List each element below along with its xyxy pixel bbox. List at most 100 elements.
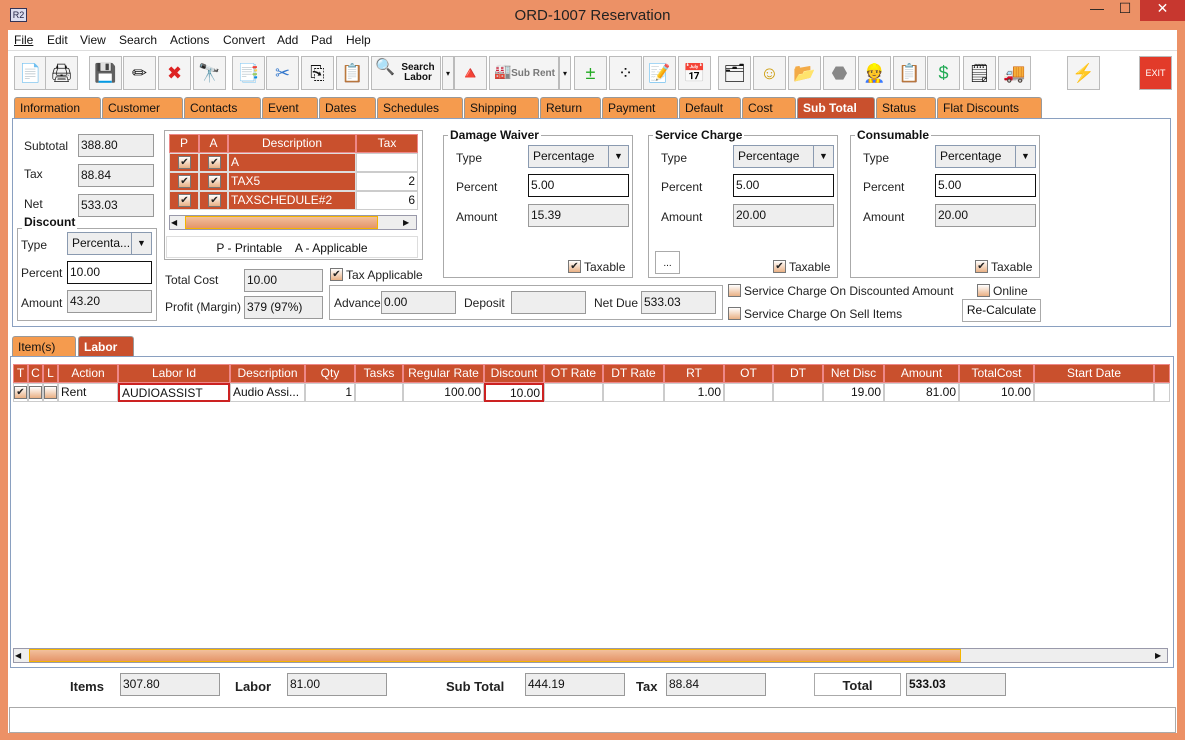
grid-col-start-date[interactable]: Start Date — [1034, 364, 1154, 383]
charge-type-select[interactable]: Percentage ▼ — [935, 145, 1036, 168]
smiley-button[interactable]: ☺ — [753, 56, 786, 90]
tab-customer[interactable]: Customer — [102, 97, 183, 118]
notepad-button[interactable]: 📝 — [643, 56, 676, 90]
menu-edit[interactable]: Edit — [47, 33, 68, 47]
paste-button[interactable]: 📋 — [336, 56, 369, 90]
person-list-button[interactable]: 👷 — [858, 56, 891, 90]
sub-rent-dropdown[interactable]: ▾ — [559, 56, 571, 90]
copy-document-button[interactable]: 📑 — [232, 56, 265, 90]
grid-col-rt[interactable]: RT — [664, 364, 724, 383]
grid-col-net-disc[interactable]: Net Disc — [823, 364, 884, 383]
grid-col-amount[interactable]: Amount — [884, 364, 959, 383]
charge-percent-input[interactable]: 5.00 — [528, 174, 629, 197]
grid-col-labor-id[interactable]: Labor Id — [118, 364, 230, 383]
copy-button[interactable]: ⎘ — [301, 56, 334, 90]
tab-contacts[interactable]: Contacts — [184, 97, 261, 118]
grid-cell[interactable] — [724, 383, 773, 402]
stone-button[interactable]: ⬣ — [823, 56, 856, 90]
grid-cell[interactable]: 10.00 — [484, 383, 544, 402]
discount-percent-input[interactable]: 10.00 — [67, 261, 152, 284]
grid-cell[interactable] — [544, 383, 603, 402]
grid-cell[interactable]: 81.00 — [884, 383, 959, 402]
menu-actions[interactable]: Actions — [170, 33, 210, 47]
inventory-shapes-button[interactable]: 🔺 — [454, 56, 487, 90]
menu-view[interactable]: View — [80, 33, 106, 47]
notes-stack-button[interactable]: 🗒 — [963, 56, 996, 90]
subtab-labor[interactable]: Labor — [78, 336, 134, 357]
tab-event[interactable]: Event — [262, 97, 318, 118]
c-checkbox[interactable] — [29, 386, 42, 399]
taxable-checkbox[interactable]: ✔ — [568, 260, 581, 273]
grid-col-regular-rate[interactable]: Regular Rate — [403, 364, 484, 383]
delete-button[interactable]: ✖ — [158, 56, 191, 90]
minimize-button[interactable]: — — [1090, 0, 1104, 16]
edit-form-button[interactable]: 📋 — [893, 56, 926, 90]
tab-default[interactable]: Default — [679, 97, 741, 118]
menu-add[interactable]: Add — [277, 33, 299, 47]
search-labor-dropdown[interactable]: ▾ — [442, 56, 454, 90]
grid-col-t[interactable]: T — [13, 364, 28, 383]
grid-col-blank[interactable] — [1154, 364, 1170, 383]
money-transfer-button[interactable]: $ — [927, 56, 960, 90]
grid-cell[interactable] — [355, 383, 403, 402]
grid-cell[interactable]: 10.00 — [959, 383, 1034, 402]
more-button[interactable]: ... — [655, 251, 680, 274]
grid-scrollbar-thumb[interactable] — [29, 649, 961, 662]
grid-col-ot[interactable]: OT — [724, 364, 773, 383]
menu-pad[interactable]: Pad — [311, 33, 333, 47]
scrollbar-thumb[interactable] — [185, 216, 378, 229]
taxable-checkbox[interactable]: ✔ — [975, 260, 988, 273]
printable-checkbox[interactable]: ✔ — [178, 175, 191, 188]
grid-col-c[interactable]: C — [28, 364, 43, 383]
tab-cost[interactable]: Cost — [742, 97, 796, 118]
grid-col-ot-rate[interactable]: OT Rate — [544, 364, 603, 383]
grid-cell[interactable]: Rent — [58, 383, 118, 402]
tab-information[interactable]: Information — [14, 97, 101, 118]
online-checkbox[interactable] — [977, 284, 990, 297]
grid-col-tasks[interactable]: Tasks — [355, 364, 403, 383]
grid-cell[interactable] — [773, 383, 823, 402]
grid-cell[interactable]: 1.00 — [664, 383, 724, 402]
scroll-left-icon[interactable]: ◀ — [15, 651, 22, 660]
printable-checkbox[interactable]: ✔ — [178, 156, 191, 169]
tab-schedules[interactable]: Schedules — [377, 97, 463, 118]
sc-discounted-checkbox[interactable] — [728, 284, 741, 297]
tab-dates[interactable]: Dates — [319, 97, 376, 118]
grid-cell[interactable]: AUDIOASSIST — [118, 383, 230, 402]
menu-file[interactable]: File — [14, 33, 34, 47]
maximize-button[interactable]: ☐ — [1118, 0, 1132, 16]
grid-cell[interactable]: 100.00 — [403, 383, 484, 402]
t-checkbox[interactable]: ✔ — [14, 386, 27, 399]
applicable-checkbox[interactable]: ✔ — [208, 175, 221, 188]
grid-col-description[interactable]: Description — [230, 364, 305, 383]
add-remove-button[interactable]: ± — [574, 56, 607, 90]
grid-cell[interactable]: Audio Assi... — [230, 383, 305, 402]
tab-flat-discounts[interactable]: Flat Discounts — [937, 97, 1042, 118]
exit-button[interactable]: EXIT — [1139, 56, 1172, 90]
grid-cell[interactable] — [1034, 383, 1154, 402]
cut-scissors-button[interactable]: ✂ — [266, 56, 299, 90]
find-binoculars-button[interactable]: 🔭 — [193, 56, 226, 90]
charge-type-select[interactable]: Percentage ▼ — [733, 145, 834, 168]
calendar-button[interactable]: 📅 — [678, 56, 711, 90]
scroll-right-icon[interactable]: ▶ — [1155, 651, 1162, 660]
subtab-items[interactable]: Item(s) — [12, 336, 76, 357]
grid-col-dt-rate[interactable]: DT Rate — [603, 364, 664, 383]
close-button[interactable]: ✕ — [1140, 0, 1185, 21]
grid-circles-button[interactable]: ⁘ — [609, 56, 642, 90]
truck-button[interactable]: 🚚 — [998, 56, 1031, 90]
charge-percent-input[interactable]: 5.00 — [733, 174, 834, 197]
grid-col-action[interactable]: Action — [58, 364, 118, 383]
scroll-left-icon[interactable]: ◀ — [171, 218, 178, 227]
grid-col-dt[interactable]: DT — [773, 364, 823, 383]
l-checkbox[interactable] — [44, 386, 57, 399]
printable-checkbox[interactable]: ✔ — [178, 194, 191, 207]
taxable-checkbox[interactable]: ✔ — [773, 260, 786, 273]
applicable-checkbox[interactable]: ✔ — [208, 156, 221, 169]
new-document-button[interactable]: 📄 — [14, 56, 47, 90]
tab-status[interactable]: Status — [876, 97, 936, 118]
org-chart-button[interactable]: 🗂 — [718, 56, 751, 90]
grid-col-qty[interactable]: Qty — [305, 364, 355, 383]
applicable-checkbox[interactable]: ✔ — [208, 194, 221, 207]
grid-cell[interactable]: 1 — [305, 383, 355, 402]
